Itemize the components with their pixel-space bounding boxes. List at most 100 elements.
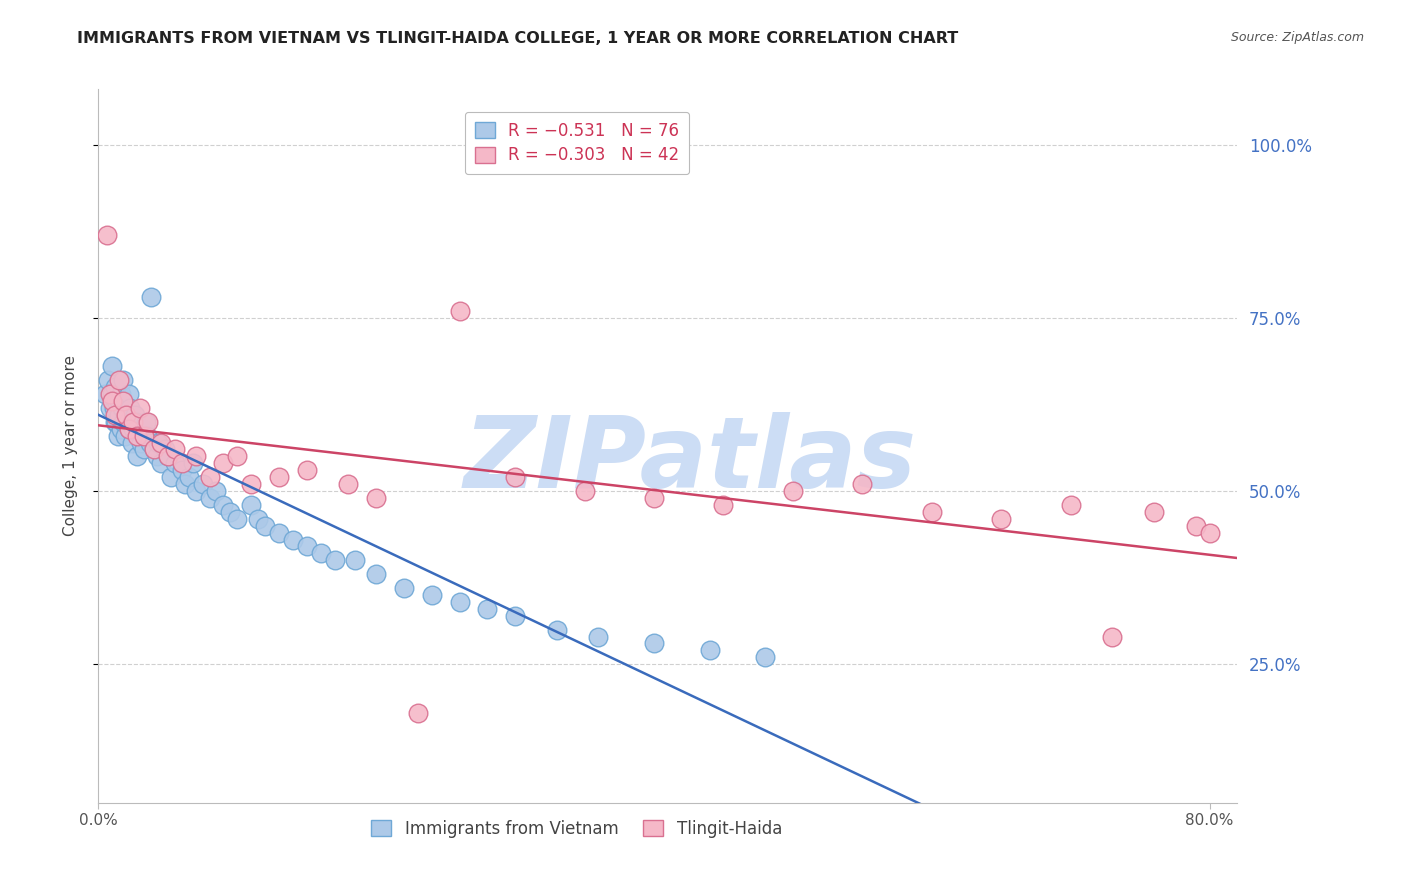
Point bbox=[146, 435, 169, 450]
Point bbox=[205, 483, 228, 498]
Point bbox=[131, 435, 153, 450]
Point bbox=[184, 483, 207, 498]
Point bbox=[110, 422, 132, 436]
Point bbox=[139, 435, 162, 450]
Point bbox=[181, 456, 204, 470]
Point bbox=[344, 553, 367, 567]
Point bbox=[98, 387, 121, 401]
Point bbox=[122, 415, 145, 429]
Point bbox=[546, 623, 568, 637]
Point bbox=[112, 394, 135, 409]
Point bbox=[198, 470, 221, 484]
Point bbox=[1101, 630, 1123, 644]
Point bbox=[699, 643, 721, 657]
Point bbox=[122, 422, 145, 436]
Point bbox=[295, 463, 318, 477]
Point bbox=[97, 373, 120, 387]
Point bbox=[145, 450, 167, 464]
Point bbox=[406, 706, 429, 720]
Point bbox=[105, 394, 128, 409]
Point bbox=[156, 450, 179, 464]
Point bbox=[503, 608, 526, 623]
Point bbox=[170, 456, 193, 470]
Point bbox=[136, 428, 159, 442]
Point bbox=[295, 540, 318, 554]
Text: IMMIGRANTS FROM VIETNAM VS TLINGIT-HAIDA COLLEGE, 1 YEAR OR MORE CORRELATION CHA: IMMIGRANTS FROM VIETNAM VS TLINGIT-HAIDA… bbox=[77, 31, 959, 46]
Legend: Immigrants from Vietnam, Tlingit-Haida: Immigrants from Vietnam, Tlingit-Haida bbox=[364, 814, 789, 845]
Point bbox=[191, 477, 214, 491]
Point bbox=[94, 387, 117, 401]
Text: ZIPatlas: ZIPatlas bbox=[464, 412, 917, 508]
Point bbox=[127, 428, 149, 442]
Point bbox=[851, 477, 873, 491]
Point bbox=[574, 483, 596, 498]
Point bbox=[921, 505, 943, 519]
Point bbox=[118, 422, 141, 436]
Point bbox=[713, 498, 735, 512]
Y-axis label: College, 1 year or more: College, 1 year or more bbox=[63, 356, 77, 536]
Point bbox=[1184, 518, 1206, 533]
Point bbox=[990, 512, 1012, 526]
Point bbox=[159, 470, 181, 484]
Point bbox=[267, 525, 290, 540]
Point bbox=[127, 450, 149, 464]
Point bbox=[141, 290, 163, 304]
Point bbox=[117, 415, 139, 429]
Point bbox=[267, 470, 290, 484]
Point bbox=[104, 415, 127, 429]
Point bbox=[132, 422, 155, 436]
Point bbox=[108, 408, 131, 422]
Point bbox=[366, 491, 388, 505]
Point bbox=[111, 401, 134, 415]
Point bbox=[1059, 498, 1081, 512]
Point bbox=[184, 450, 207, 464]
Point bbox=[156, 450, 179, 464]
Point bbox=[153, 442, 176, 457]
Point bbox=[103, 401, 125, 415]
Point bbox=[108, 373, 131, 387]
Point bbox=[449, 595, 471, 609]
Point bbox=[107, 428, 129, 442]
Point bbox=[420, 588, 443, 602]
Point bbox=[96, 227, 118, 242]
Point bbox=[143, 442, 166, 457]
Point bbox=[247, 512, 270, 526]
Point bbox=[392, 581, 415, 595]
Point bbox=[118, 387, 141, 401]
Point bbox=[219, 505, 242, 519]
Point bbox=[143, 442, 166, 457]
Point bbox=[149, 435, 172, 450]
Point bbox=[177, 470, 200, 484]
Point bbox=[1198, 525, 1220, 540]
Point bbox=[118, 422, 141, 436]
Point bbox=[782, 483, 804, 498]
Point bbox=[104, 408, 127, 422]
Point bbox=[643, 636, 665, 650]
Point bbox=[226, 512, 249, 526]
Point bbox=[163, 456, 186, 470]
Point bbox=[1143, 505, 1166, 519]
Point bbox=[337, 477, 360, 491]
Point bbox=[101, 359, 124, 374]
Point bbox=[503, 470, 526, 484]
Point bbox=[108, 394, 131, 409]
Point bbox=[110, 387, 132, 401]
Point bbox=[115, 408, 138, 422]
Point bbox=[135, 415, 157, 429]
Point bbox=[101, 394, 124, 409]
Point bbox=[163, 442, 186, 457]
Point bbox=[134, 442, 156, 457]
Point bbox=[125, 415, 148, 429]
Point bbox=[212, 456, 235, 470]
Point bbox=[240, 477, 263, 491]
Point bbox=[114, 428, 136, 442]
Point bbox=[170, 463, 193, 477]
Point bbox=[120, 401, 142, 415]
Point bbox=[112, 415, 135, 429]
Point bbox=[112, 373, 135, 387]
Point bbox=[101, 387, 124, 401]
Point bbox=[366, 567, 388, 582]
Point bbox=[254, 518, 277, 533]
Point bbox=[212, 498, 235, 512]
Point bbox=[115, 408, 138, 422]
